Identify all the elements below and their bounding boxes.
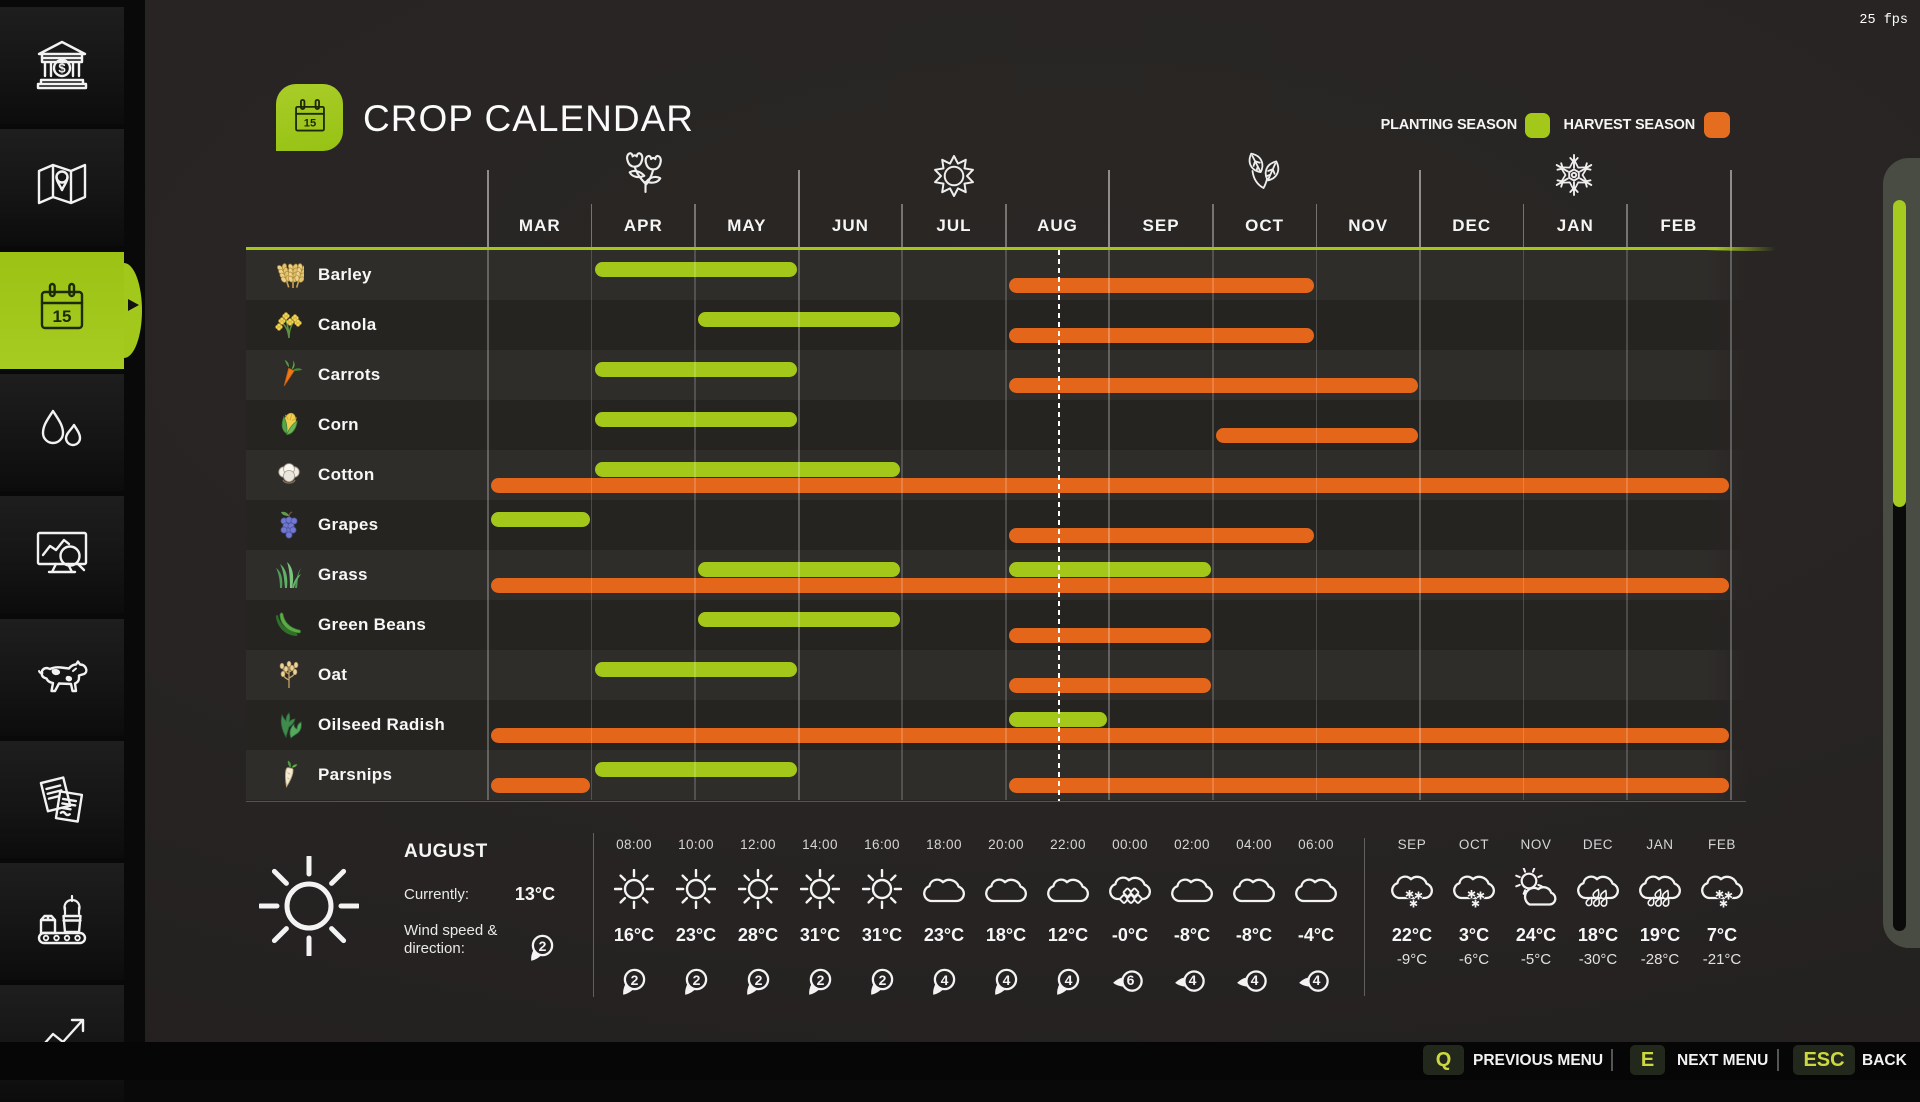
- svg-text:15: 15: [53, 307, 72, 326]
- svg-text:$: $: [58, 61, 66, 76]
- svg-text:15: 15: [304, 117, 316, 129]
